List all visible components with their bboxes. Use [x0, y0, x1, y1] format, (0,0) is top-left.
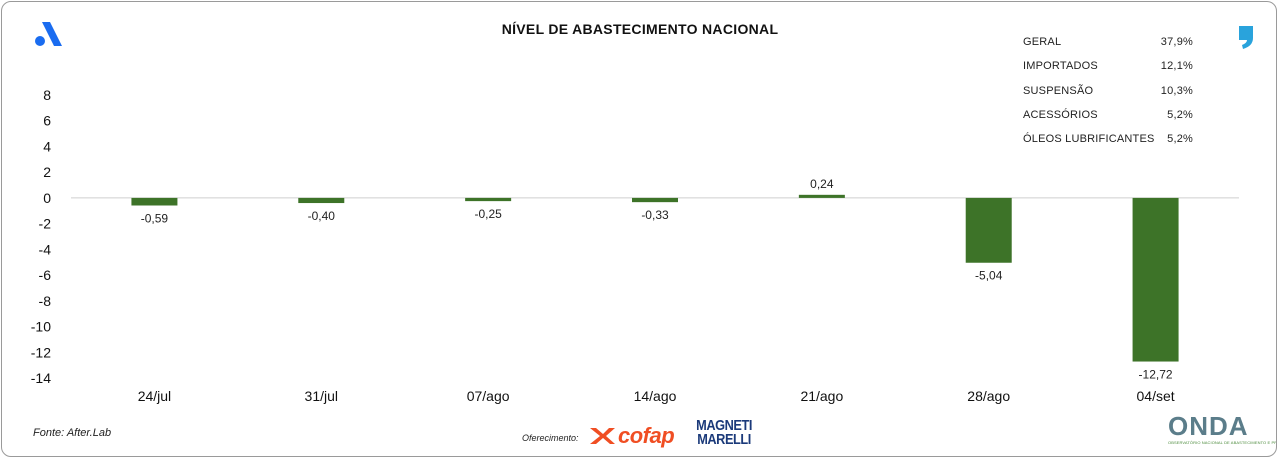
cofap-logo: cofap — [588, 423, 675, 449]
stat-row-acessorios: ACESSÓRIOS 5,2% — [1023, 109, 1193, 133]
stat-row-geral: GERAL 37,9% — [1023, 36, 1193, 60]
cofap-wordmark: cofap — [618, 423, 675, 448]
data-label: -12,72 — [1139, 368, 1173, 382]
data-label: -5,04 — [975, 269, 1003, 283]
bar — [465, 197, 512, 202]
x-tick-label: 24/jul — [138, 388, 171, 404]
stat-label: ÓLEOS LUBRIFICANTES — [1023, 133, 1155, 146]
stat-value: 37,9% — [1160, 36, 1193, 48]
x-tick-label: 28/ago — [967, 388, 1010, 404]
y-tick-label: 0 — [43, 190, 51, 206]
x-tick-label: 07/ago — [467, 388, 510, 404]
x-tick-label: 04/set — [1137, 388, 1175, 404]
brand-a-logo-icon — [35, 22, 62, 46]
stat-label: ACESSÓRIOS — [1023, 108, 1098, 121]
bar — [131, 197, 178, 206]
marelli-wordmark: MARELLI — [697, 431, 751, 448]
onda-wordmark: ONDA — [1168, 411, 1249, 441]
y-tick-label: 4 — [43, 138, 51, 154]
stat-row-suspensao: SUSPENSÃO 10,3% — [1023, 85, 1193, 109]
stat-row-oleos: ÓLEOS LUBRIFICANTES 5,2% — [1023, 133, 1193, 157]
y-tick-label: 6 — [43, 113, 51, 129]
x-tick-label: 21/ago — [800, 388, 843, 404]
y-tick-label: -4 — [39, 241, 52, 257]
source-note: Fonte: After.Lab — [33, 427, 112, 439]
stats-panel: GERAL 37,9% IMPORTADOS 12,1% SUSPENSÃO 1… — [1023, 36, 1193, 157]
x-tick-label: 31/jul — [305, 388, 338, 404]
stat-row-importados: IMPORTADOS 12,1% — [1023, 60, 1193, 84]
sponsor-label: Oferecimento: — [522, 433, 579, 443]
bar — [1132, 197, 1179, 362]
data-label: -0,59 — [141, 211, 169, 225]
y-tick-label: -12 — [31, 344, 51, 360]
chart-title: NÍVEL DE ABASTECIMENTO NACIONAL — [501, 21, 779, 37]
data-label: -0,40 — [308, 209, 336, 223]
stat-value: 12,1% — [1160, 60, 1193, 73]
bar — [798, 194, 845, 198]
bar — [965, 197, 1012, 263]
y-tick-label: -14 — [31, 370, 51, 386]
y-tick-label: -8 — [39, 293, 52, 309]
y-tick-label: -10 — [31, 319, 51, 335]
bar — [632, 197, 678, 203]
stat-value: 5,2% — [1167, 133, 1193, 146]
stat-label: SUSPENSÃO — [1023, 84, 1094, 97]
y-tick-label: -2 — [39, 216, 52, 232]
data-label: -0,33 — [641, 208, 669, 222]
data-label: -0,25 — [474, 207, 502, 221]
stat-value: 10,3% — [1160, 84, 1193, 97]
cofap-mark-icon — [590, 428, 615, 444]
stat-label: IMPORTADOS — [1023, 60, 1098, 73]
stat-label: GERAL — [1023, 36, 1062, 48]
onda-logo: ONDA OBSERVATÓRIO NACIONAL DE ABASTECIME… — [1168, 411, 1277, 447]
magneti-wordmark: MAGNETI — [696, 417, 752, 434]
data-label: 0,24 — [810, 177, 834, 191]
magneti-marelli-logo: MAGNETI MARELLI — [696, 417, 752, 448]
bar — [298, 197, 345, 204]
y-tick-label: 2 — [43, 164, 51, 180]
onda-subtitle: OBSERVATÓRIO NACIONAL DE ABASTECIMENTO E… — [1168, 440, 1277, 445]
y-tick-label: -6 — [39, 267, 52, 283]
comma-logo-icon — [1239, 26, 1253, 49]
x-tick-label: 14/ago — [634, 388, 677, 404]
y-tick-label: 8 — [43, 87, 51, 103]
stat-value: 5,2% — [1167, 108, 1193, 121]
